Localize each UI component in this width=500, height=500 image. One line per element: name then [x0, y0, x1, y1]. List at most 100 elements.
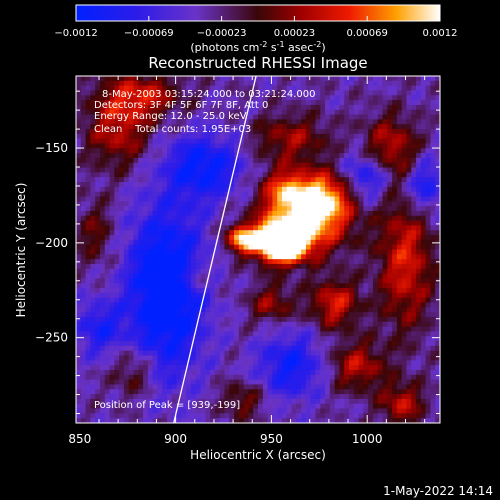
heatmap-cell	[392, 379, 398, 386]
heatmap-cell	[167, 316, 173, 323]
heatmap-cell	[195, 133, 202, 140]
heatmap-cell	[286, 331, 293, 337]
heatmap-cell	[425, 119, 432, 125]
heatmap-cell	[80, 138, 87, 145]
heatmap-cell	[358, 326, 364, 333]
heatmap-cell	[114, 326, 120, 333]
heatmap-cell	[224, 138, 230, 145]
heatmap-cell	[128, 100, 135, 106]
heatmap-cell	[181, 307, 187, 313]
heatmap-cell	[325, 239, 331, 246]
heatmap-cell	[138, 143, 144, 149]
heatmap-cell	[377, 336, 384, 342]
heatmap-cell	[310, 143, 317, 149]
heatmap-cell	[248, 133, 254, 140]
heatmap-cell	[358, 307, 364, 313]
heatmap-cell	[143, 278, 149, 284]
heatmap-cell	[420, 196, 427, 202]
heatmap-cell	[123, 153, 130, 159]
heatmap-cell	[123, 133, 130, 140]
heatmap-cell	[353, 220, 360, 226]
heatmap-cell	[363, 104, 369, 111]
heatmap-cell	[353, 172, 360, 178]
heatmap-cell	[90, 148, 96, 154]
heatmap-cell	[281, 133, 288, 140]
heatmap-cell	[420, 360, 427, 366]
heatmap-cell	[392, 254, 398, 260]
heatmap-cell	[272, 235, 278, 241]
colorbar-tick-label: −0.0012	[54, 28, 97, 39]
heatmap-cell	[262, 369, 269, 376]
heatmap-cell	[401, 341, 408, 347]
heatmap-cell	[339, 133, 345, 140]
heatmap-cell	[296, 355, 302, 361]
heatmap-cell	[368, 355, 374, 361]
heatmap-cell	[411, 215, 417, 222]
heatmap-cell	[392, 114, 398, 120]
heatmap-cell	[430, 350, 436, 357]
heatmap-cell	[214, 374, 221, 381]
heatmap-cell	[377, 268, 384, 275]
heatmap-cell	[104, 124, 111, 130]
heatmap-cell	[353, 76, 360, 82]
heatmap-cell	[430, 278, 436, 284]
heatmap-cell	[85, 249, 91, 255]
heatmap-cell	[123, 196, 130, 202]
heatmap-cell	[420, 109, 427, 116]
heatmap-cell	[416, 109, 422, 116]
heatmap-cell	[329, 100, 336, 106]
heatmap-cell	[382, 254, 388, 260]
heatmap-cell	[430, 124, 436, 130]
heatmap-cell	[95, 196, 101, 202]
heatmap-cell	[334, 379, 341, 386]
heatmap-cell	[353, 263, 360, 270]
heatmap-cell	[76, 273, 82, 280]
heatmap-cell	[262, 95, 269, 101]
heatmap-cell	[138, 365, 144, 371]
heatmap-cell	[205, 360, 211, 366]
heatmap-cell	[143, 220, 149, 226]
heatmap-cell	[339, 95, 345, 101]
heatmap-cell	[210, 345, 216, 352]
heatmap-cell	[392, 307, 398, 313]
heatmap-cell	[344, 316, 350, 323]
heatmap-cell	[310, 148, 317, 154]
heatmap-cell	[401, 331, 408, 337]
heatmap-cell	[349, 191, 355, 198]
heatmap-cell	[430, 114, 436, 120]
heatmap-cell	[258, 177, 264, 183]
heatmap-cell	[301, 220, 307, 226]
heatmap-cell	[162, 182, 168, 188]
heatmap-cell	[358, 215, 364, 222]
heatmap-cell	[267, 182, 273, 188]
heatmap-cell	[296, 336, 302, 342]
heatmap-cell	[272, 268, 278, 275]
heatmap-cell	[305, 133, 312, 140]
heatmap-cell	[430, 109, 436, 116]
heatmap-cell	[267, 244, 273, 251]
heatmap-cell	[109, 379, 115, 386]
heatmap-cell	[162, 326, 168, 333]
heatmap-cell	[296, 341, 302, 347]
heatmap-cell	[80, 119, 87, 125]
heatmap-cell	[435, 283, 440, 289]
heatmap-cell	[229, 273, 235, 280]
heatmap-cell	[205, 321, 211, 328]
heatmap-cell	[416, 235, 422, 241]
heatmap-cell	[281, 259, 288, 265]
heatmap-cell	[205, 230, 211, 236]
heatmap-cell	[358, 230, 364, 236]
heatmap-cell	[406, 331, 412, 337]
heatmap-cell	[320, 206, 326, 212]
heatmap-cell	[387, 239, 393, 246]
heatmap-cell	[358, 283, 364, 289]
heatmap-cell	[339, 225, 345, 231]
heatmap-cell	[114, 341, 120, 347]
heatmap-cell	[411, 384, 417, 390]
heatmap-cell	[420, 273, 427, 280]
heatmap-cell	[253, 384, 259, 390]
heatmap-cell	[195, 384, 202, 390]
heatmap-cell	[157, 384, 163, 390]
heatmap-cell	[95, 124, 101, 130]
heatmap-cell	[267, 355, 273, 361]
